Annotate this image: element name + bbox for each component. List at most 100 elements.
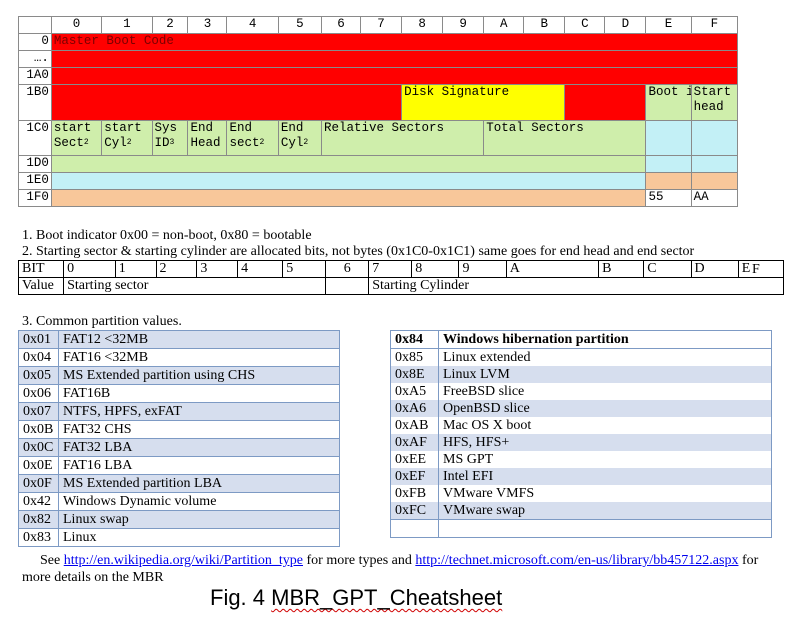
partition-row: 0xFB VMware VMFS (390, 485, 772, 502)
partition-entry-cell (690, 154, 739, 173)
master-boot-code-cell: Master Boot Code (50, 33, 739, 52)
mbr-col-header: D (604, 15, 647, 35)
mbr-row-1f0: 1F0 55 AA (18, 188, 739, 208)
wikipedia-partition-type-link[interactable]: http://en.wikipedia.org/wiki/Partition_t… (63, 553, 303, 568)
partition-name: Mac OS X boot (438, 417, 772, 434)
partition-name: VMware swap (438, 502, 772, 520)
start-head-cell: Start head (690, 84, 739, 121)
partition-types-left-table: 0x01 FAT12 <32MB 0x04 FAT16 <32MB 0x05 MS Ext… (18, 330, 340, 547)
bit-index: A (505, 260, 554, 278)
bit-index: E (737, 260, 785, 278)
mbr-col-header: 5 (277, 15, 322, 35)
signature-55-cell: 55 (645, 188, 692, 208)
partition-name (438, 519, 772, 538)
total-sectors-cell: Total Sectors (483, 119, 647, 156)
partition-row: 0x0E FAT16 LBA (18, 456, 340, 475)
partition-row: 0x05 MS Extended partition using CHS (18, 366, 340, 385)
mbr-layout-table: 0 1 2 3 4 5 6 7 8 9 A B C D E F 0 Master… (18, 15, 739, 208)
partition-code: 0x0B (18, 420, 59, 439)
figure-caption: Fig. 4 MBR_GPT_Cheatsheet (210, 585, 502, 611)
partition-row: 0x0C FAT32 LBA (18, 438, 340, 457)
partition-row: 0x85 Linux extended (390, 348, 772, 366)
partition-code: 0xAB (390, 417, 439, 434)
mbr-col-header: A (483, 15, 525, 35)
partition-entry-cell (645, 154, 692, 173)
partition-entry-cell (690, 119, 739, 156)
technet-mbr-link[interactable]: http://technet.microsoft.com/en-us/libra… (415, 553, 739, 568)
partition-name: FAT32 LBA (58, 438, 340, 457)
partition-name: FAT16 <32MB (58, 348, 340, 367)
partition-row: 0x42 Windows Dynamic volume (18, 492, 340, 511)
mbr-col-header: 7 (359, 15, 403, 35)
partition-code: 0x04 (18, 348, 59, 367)
partition-name: OpenBSD slice (438, 400, 772, 417)
value-label: Value (17, 277, 65, 295)
end-sect-cell: End sect2 (226, 119, 279, 156)
mbr-column-header-row: 0 1 2 3 4 5 6 7 8 9 A B C D E F (18, 15, 739, 35)
partition-code: 0xEE (390, 451, 439, 468)
mbr-col-header: 6 (320, 15, 361, 35)
signature-aa-cell: AA (690, 188, 739, 208)
bit-index: 2 (155, 260, 198, 278)
partition-code: 0xEF (390, 468, 439, 485)
end-cyl-label: End Cyl (280, 120, 304, 150)
partition-row: 0xAB Mac OS X boot (390, 417, 772, 434)
partition-row: 0xFC VMware swap (390, 502, 772, 520)
mbr-col-header: 4 (226, 15, 279, 35)
note-starting-sector: 2. Starting sector & starting cylinder a… (22, 244, 695, 259)
bit-index: 4 (237, 260, 284, 278)
bit-index: 7 (368, 260, 413, 278)
partition-name: Intel EFI (438, 468, 772, 485)
end-sect-label: End sect (229, 120, 260, 150)
partition-entry-4-cells (50, 188, 647, 208)
mbr-col-header: 8 (401, 15, 444, 35)
see-also-text: See http://en.wikipedia.org/wiki/Partiti… (22, 552, 784, 586)
end-cyl-cell: End Cyl2 (277, 119, 322, 156)
partition-code: 0x0F (18, 474, 59, 493)
partition-row: 0x04 FAT16 <32MB (18, 348, 340, 367)
bit-index: 5 (282, 260, 327, 278)
footnote-marker: 2 (303, 137, 309, 147)
partition-name: FAT12 <32MB (58, 330, 340, 349)
partition-types-right-table: 0x84 Windows hibernation partition 0x85 Lin… (390, 330, 772, 538)
partition-row: 0x01 FAT12 <32MB (18, 330, 340, 349)
partition-name: MS Extended partition using CHS (58, 366, 340, 385)
mbr-row-1e0: 1E0 (18, 171, 739, 190)
mbr-row-label: 1A0 (18, 67, 52, 86)
bit-header-row: BIT 0 1 2 3 4 5 6 7 8 9 A B C D E (17, 260, 785, 278)
bit-index: 1 (114, 260, 157, 278)
mbr-col-header: F (690, 15, 739, 35)
partition-entry-cell (645, 171, 692, 190)
partition-row: 0x07 NTFS, HPFS, exFAT (18, 402, 340, 421)
mbr-col-header: B (523, 15, 566, 35)
boot-ind-label: Boot ind (648, 85, 690, 100)
partition-code: 0x0E (18, 456, 59, 475)
mbr-row-1b0: 1B0 Disk Signature Boot ind1 Start head (18, 84, 739, 121)
mbr-row-ellipsis: …. (18, 50, 739, 69)
partition-name: VMware VMFS (438, 485, 772, 502)
partition-entry-cell (645, 119, 692, 156)
partition-name: Windows Dynamic volume (58, 492, 340, 511)
partition-code: 0xFB (390, 485, 439, 502)
partition-row: 0x0F MS Extended partition LBA (18, 474, 340, 493)
mbr-row-1d0: 1D0 (18, 154, 739, 173)
partition-code: 0x06 (18, 384, 59, 403)
partition-code: 0x05 (18, 366, 59, 385)
partition-code (390, 519, 439, 538)
starting-cylinder-span: Starting Cylinder (368, 277, 784, 295)
partition-name: Windows hibernation partition (438, 330, 772, 349)
mbr-row-label: 1D0 (18, 154, 52, 173)
mbr-row-0: 0 Master Boot Code (18, 33, 739, 52)
partition-name: HFS, HFS+ (438, 434, 772, 451)
partition-name: Linux (58, 528, 340, 547)
partition-row: 0x06 FAT16B (18, 384, 340, 403)
master-boot-code-continued (50, 67, 739, 86)
master-boot-code-tail (50, 84, 403, 121)
mbr-col-header: 0 (50, 15, 103, 35)
partition-code: 0x83 (18, 528, 59, 547)
partition-row: 0xAF HFS, HFS+ (390, 434, 772, 451)
partition-name: Linux extended (438, 348, 772, 366)
bit-index: D (690, 260, 739, 278)
mbr-row-1c0: 1C0 start Sect2 start Cyl2 Sys ID3 End H… (18, 119, 739, 156)
partition-row: 0xA6 OpenBSD slice (390, 400, 772, 417)
